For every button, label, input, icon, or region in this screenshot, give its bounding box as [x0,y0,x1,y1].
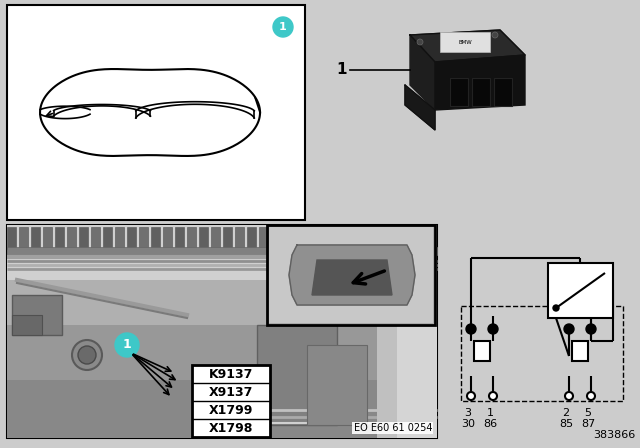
Polygon shape [289,245,415,305]
Circle shape [587,392,595,400]
Text: 2: 2 [563,408,570,418]
Bar [79,227,88,249]
Bar [211,227,220,249]
Circle shape [553,305,559,311]
Bar [175,227,184,249]
Bar [474,341,490,361]
Text: EO E60 61 0254: EO E60 61 0254 [353,423,432,433]
Circle shape [489,392,497,400]
Text: 1: 1 [486,408,493,418]
Bar [7,225,437,438]
Text: 383866: 383866 [593,430,635,440]
Bar [139,227,148,249]
Polygon shape [435,55,525,110]
Bar [377,285,437,438]
Text: X9137: X9137 [209,385,253,399]
Circle shape [417,39,423,45]
Bar [12,295,62,335]
Circle shape [115,333,139,357]
Text: X1799: X1799 [209,404,253,417]
Bar [223,227,232,249]
Bar [12,315,42,335]
Text: 87: 87 [581,419,595,429]
Bar [31,227,40,249]
Circle shape [466,324,476,334]
Bar [397,305,437,438]
Bar [259,227,268,249]
Circle shape [492,32,498,38]
Bar [19,227,28,249]
Circle shape [565,392,573,400]
Bar [7,227,16,249]
Bar [127,227,136,249]
Text: BMW: BMW [458,39,472,44]
Bar [548,263,613,318]
Text: 30: 30 [461,419,475,429]
Bar [67,227,76,249]
Polygon shape [410,30,525,62]
Text: 1: 1 [123,339,131,352]
Circle shape [273,17,293,37]
Bar [7,325,437,385]
Bar [307,345,367,425]
Text: K9137: K9137 [209,367,253,380]
Text: 85: 85 [559,419,573,429]
Bar [453,228,635,436]
Bar [283,227,292,249]
Bar [199,227,208,249]
Bar [461,306,623,401]
Circle shape [78,346,96,364]
Circle shape [586,324,596,334]
Bar [572,341,588,361]
Bar [494,78,512,106]
Bar [269,227,433,323]
Bar [472,78,490,106]
Bar [267,225,435,325]
Polygon shape [410,35,435,110]
Bar [7,5,305,220]
Bar [331,227,340,249]
Bar [450,78,468,106]
Text: 86: 86 [483,419,497,429]
Bar [440,32,490,52]
Circle shape [72,340,102,370]
Text: 1: 1 [337,63,348,78]
Bar [192,365,270,437]
Circle shape [488,324,498,334]
Bar [257,325,337,425]
Bar [307,227,316,249]
Bar [271,227,280,249]
Text: 3: 3 [465,408,472,418]
Text: 5: 5 [584,408,591,418]
Bar [55,227,64,249]
Circle shape [564,324,574,334]
Bar [187,227,196,249]
Bar [91,227,100,249]
Polygon shape [405,85,435,130]
Bar [7,280,437,330]
Bar [247,227,256,249]
Bar [319,227,328,249]
Text: X1798: X1798 [209,422,253,435]
Polygon shape [312,260,392,295]
Bar [235,227,244,249]
Bar [295,227,304,249]
Circle shape [467,392,475,400]
Bar [115,227,124,249]
Bar [103,227,112,249]
Text: 1: 1 [279,22,287,32]
Bar [7,380,437,438]
Bar [43,227,52,249]
Bar [7,247,437,255]
Bar [7,225,437,285]
Bar [151,227,160,249]
Circle shape [457,35,463,41]
Bar [163,227,172,249]
